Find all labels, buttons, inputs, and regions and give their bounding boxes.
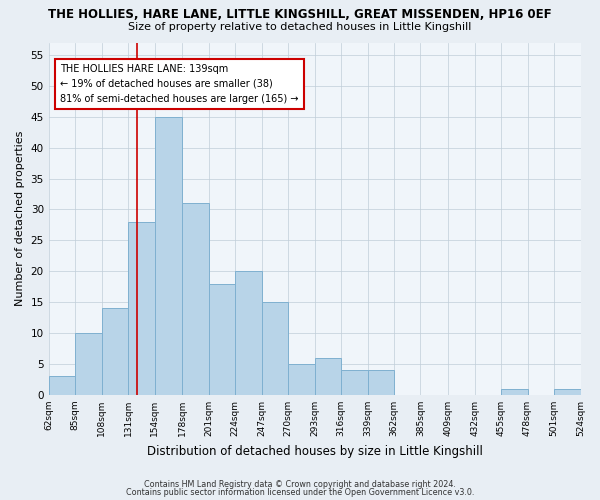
Bar xyxy=(128,222,155,395)
Bar xyxy=(501,388,527,395)
Bar xyxy=(288,364,314,395)
Text: Contains public sector information licensed under the Open Government Licence v3: Contains public sector information licen… xyxy=(126,488,474,497)
X-axis label: Distribution of detached houses by size in Little Kingshill: Distribution of detached houses by size … xyxy=(146,444,482,458)
Text: Contains HM Land Registry data © Crown copyright and database right 2024.: Contains HM Land Registry data © Crown c… xyxy=(144,480,456,489)
Bar xyxy=(155,116,182,395)
Bar xyxy=(235,272,262,395)
Bar xyxy=(341,370,368,395)
Bar xyxy=(209,284,235,395)
Bar xyxy=(182,204,209,395)
Bar xyxy=(314,358,341,395)
Text: Size of property relative to detached houses in Little Kingshill: Size of property relative to detached ho… xyxy=(128,22,472,32)
Text: THE HOLLIES HARE LANE: 139sqm
← 19% of detached houses are smaller (38)
81% of s: THE HOLLIES HARE LANE: 139sqm ← 19% of d… xyxy=(60,64,299,104)
Bar xyxy=(49,376,75,395)
Bar xyxy=(101,308,128,395)
Bar xyxy=(368,370,394,395)
Bar xyxy=(262,302,288,395)
Bar xyxy=(75,333,101,395)
Y-axis label: Number of detached properties: Number of detached properties xyxy=(15,131,25,306)
Text: THE HOLLIES, HARE LANE, LITTLE KINGSHILL, GREAT MISSENDEN, HP16 0EF: THE HOLLIES, HARE LANE, LITTLE KINGSHILL… xyxy=(48,8,552,20)
Bar xyxy=(554,388,581,395)
